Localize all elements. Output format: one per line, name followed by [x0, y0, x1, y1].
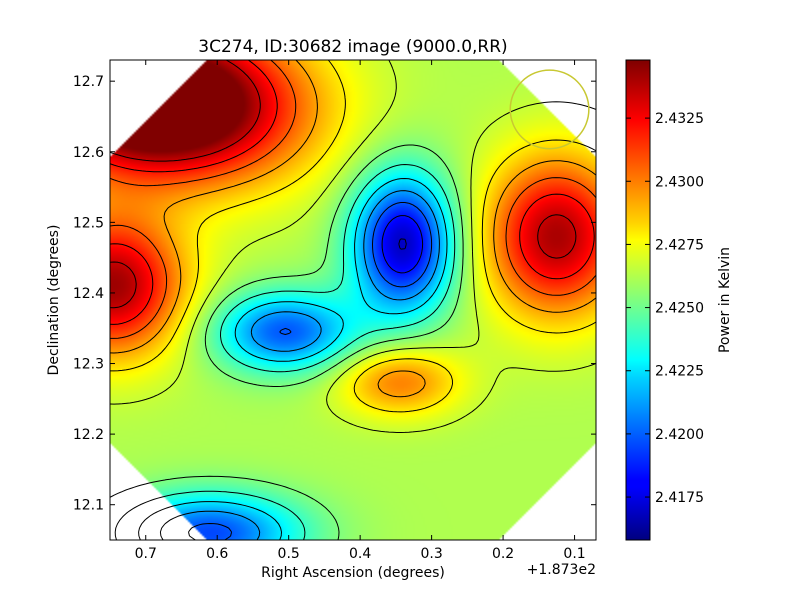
x-tick-label: 0.6: [206, 546, 228, 562]
colorbar-tick-label: 2.4250: [655, 301, 704, 317]
x-axis-label: Right Ascension (degrees): [261, 565, 445, 581]
x-tick-label: 0.7: [135, 546, 157, 562]
x-tick-label: 0.3: [420, 546, 442, 562]
x-tick-label: 0.2: [492, 546, 514, 562]
y-tick-label: 12.1: [73, 498, 104, 514]
colorbar-fill: [626, 60, 650, 540]
contour-line: [138, 178, 448, 540]
colorbar-tick-label: 2.4225: [655, 364, 704, 380]
contour-line: [188, 202, 433, 540]
contour-line: [114, 164, 456, 540]
x-tick-label: 0.1: [563, 546, 585, 562]
colorbar-tick-label: 2.4175: [655, 490, 704, 506]
colorbar: 2.4175 2.4200 2.4225 2.4250 2.4275 2.4300 2.43…: [625, 59, 733, 541]
contour-line: [381, 215, 424, 274]
beam-circle: [509, 69, 590, 150]
y-tick-label: 12.2: [73, 427, 104, 443]
y-axis-label: Declination (degrees): [46, 225, 62, 376]
contour-line: [110, 60, 596, 398]
colorbar-tick-label: 2.4275: [655, 237, 704, 253]
colorbar-tick-label: 2.4200: [655, 427, 704, 443]
x-tick-label: 0.5: [278, 546, 300, 562]
contour-lines: [110, 60, 596, 540]
colorbar-tick-label: 2.4325: [655, 111, 704, 127]
y-tick-label: 12.5: [73, 215, 104, 231]
contour-line: [110, 60, 577, 309]
y-axis: 12.1 12.2 12.3 12.4 12.5 12.6 12.7: [73, 74, 596, 514]
chart-title: 3C274, ID:30682 image (9000.0,RR): [198, 37, 507, 57]
plot-frame: [109, 59, 597, 541]
y-tick-label: 12.7: [73, 74, 104, 90]
colorbar-ticks: 2.4175 2.4200 2.4225 2.4250 2.4275 2.4300 2.43…: [626, 111, 704, 506]
contour-line: [110, 60, 596, 339]
y-tick-label: 12.4: [73, 286, 104, 302]
y-tick-label: 12.3: [73, 357, 104, 373]
colorbar-tick-label: 2.4300: [655, 174, 704, 190]
colorbar-frame: [625, 59, 651, 541]
y-tick-label: 12.6: [73, 145, 104, 161]
x-tick-label: 0.4: [349, 546, 371, 562]
contour-line: [159, 190, 440, 540]
heatmap-image: [110, 60, 596, 540]
x-axis: 0.7 0.6 0.5 0.4 0.3 0.2 0.1: [135, 60, 586, 562]
colorbar-label: Power in Kelvin: [717, 247, 733, 353]
plot-area: [109, 59, 597, 541]
contour-line: [110, 144, 464, 540]
contour-line: [398, 238, 407, 250]
x-offset-label: +1.873e2: [527, 562, 596, 578]
